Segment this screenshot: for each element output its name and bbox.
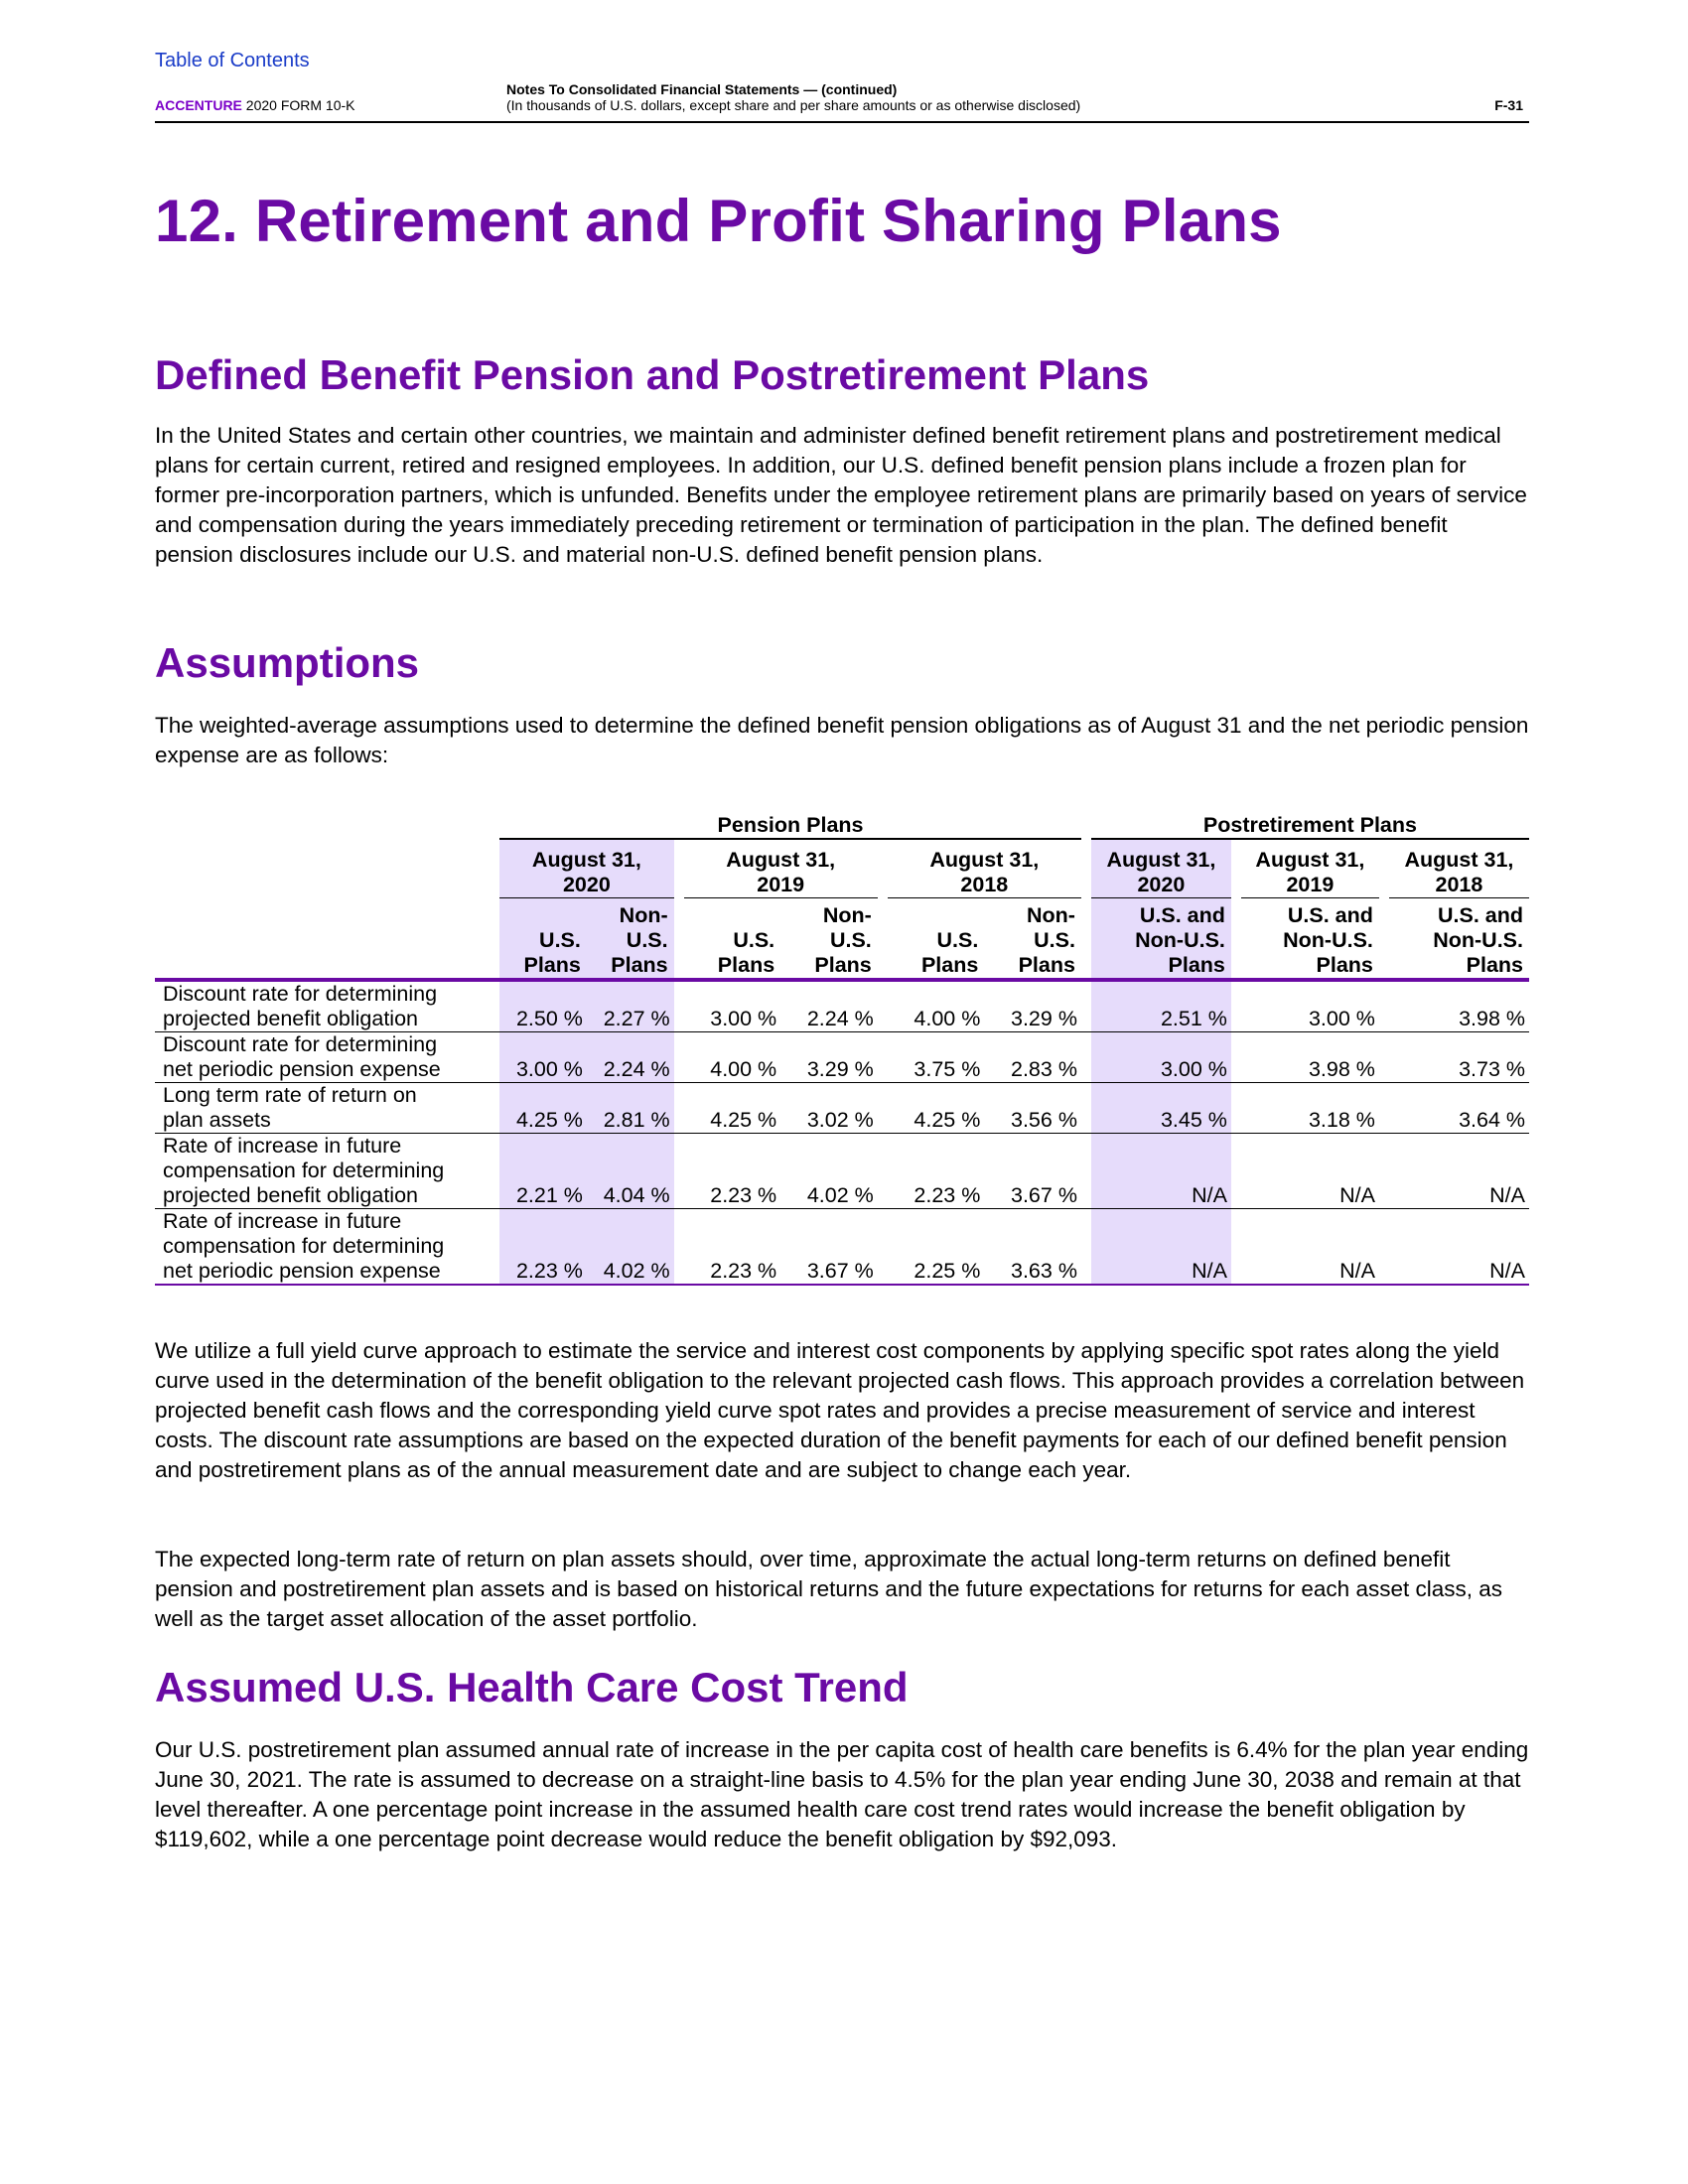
table-cell: 2.24 %: [586, 1031, 674, 1083]
table-cell: 2.23 %: [683, 1133, 781, 1209]
table-cell: 3.67 %: [780, 1208, 878, 1286]
table-cell: 2.23 %: [887, 1133, 985, 1209]
table-cell: 3.02 %: [780, 1082, 878, 1134]
page-number: F-31: [1494, 97, 1523, 113]
brand-name: ACCENTURE: [155, 97, 242, 113]
defined-benefit-heading: Defined Benefit Pension and Postretireme…: [155, 351, 1150, 398]
table-cell: 2.24 %: [780, 980, 878, 1032]
table-cell: 4.25 %: [683, 1082, 781, 1134]
table-row: Long term rate of return on plan assets 4…: [155, 1082, 1529, 1134]
date-header-row: August 31, 2020 August 31, 2019 August 31,…: [155, 839, 1529, 898]
table-cell: 3.67 %: [984, 1133, 1081, 1209]
col-us-2018: U.S. Plans: [887, 897, 985, 982]
table-cell: 3.00 %: [1090, 1031, 1231, 1083]
table-cell: 3.29 %: [984, 980, 1081, 1032]
date-header-post-2018: August 31, 2018: [1388, 839, 1529, 898]
table-cell: 2.83 %: [984, 1031, 1081, 1083]
col-post-2019: U.S. and Non-U.S. Plans: [1240, 897, 1379, 982]
table-cell: N/A: [1090, 1208, 1231, 1286]
table-row: Discount rate for determining projected b…: [155, 980, 1529, 1032]
row-label: Rate of increase in future compensation f…: [155, 1133, 491, 1209]
col-nonus-2020: Non- U.S. Plans: [586, 897, 674, 982]
health-care-text: Our U.S. postretirement plan assumed ann…: [155, 1737, 1529, 1851]
form-label: 2020 FORM 10-K: [245, 97, 355, 113]
running-header: ACCENTURE 2020 FORM 10-K Notes To Consol…: [155, 79, 1529, 123]
pension-plans-header: Pension Plans: [499, 804, 1081, 840]
yield-curve-text: We utilize a full yield curve approach t…: [155, 1338, 1525, 1482]
notes-title: Notes To Consolidated Financial Statemen…: [506, 81, 898, 97]
health-care-heading: Assumed U.S. Health Care Cost Trend: [155, 1664, 909, 1710]
table-row: Discount rate for determining net periodi…: [155, 1031, 1529, 1083]
table-cell: 2.25 %: [887, 1208, 985, 1286]
table-cell: 4.02 %: [586, 1208, 674, 1286]
table-cell: 2.23 %: [499, 1208, 587, 1286]
table-cell: 3.00 %: [499, 1031, 587, 1083]
row-label: Discount rate for determining net periodi…: [155, 1031, 491, 1083]
col-us-2019: U.S. Plans: [683, 897, 781, 982]
assumptions-intro: The weighted-average assumptions used to…: [155, 713, 1529, 767]
table-cell: 2.51 %: [1090, 980, 1231, 1032]
postretirement-plans-header: Postretirement Plans: [1090, 804, 1529, 840]
date-header-post-2020: August 31, 2020: [1090, 839, 1231, 898]
date-header-post-2019: August 31, 2019: [1240, 839, 1379, 898]
row-label: Discount rate for determining projected b…: [155, 980, 491, 1032]
col-nonus-2019: Non- U.S. Plans: [780, 897, 878, 982]
table-cell: N/A: [1388, 1133, 1529, 1209]
table-cell: 3.73 %: [1388, 1031, 1529, 1083]
table-cell: N/A: [1240, 1133, 1379, 1209]
expected-return-text: The expected long-term rate of return on…: [155, 1547, 1503, 1631]
date-header-pension-2019: August 31, 2019: [683, 839, 878, 898]
group-header-row: Pension Plans Postretirement Plans: [155, 804, 1529, 840]
col-us-2020: U.S. Plans: [499, 897, 587, 982]
table-row: Rate of increase in future compensation f…: [155, 1208, 1529, 1286]
table-cell: 3.56 %: [984, 1082, 1081, 1134]
table-cell: N/A: [1388, 1208, 1529, 1286]
col-nonus-2018: Non- U.S. Plans: [984, 897, 1081, 982]
table-row: Rate of increase in future compensation f…: [155, 1133, 1529, 1209]
table-cell: 2.81 %: [586, 1082, 674, 1134]
col-post-2020: U.S. and Non-U.S. Plans: [1090, 897, 1231, 982]
table-cell: 3.75 %: [887, 1031, 985, 1083]
table-of-contents-link[interactable]: Table of Contents: [155, 50, 310, 71]
table-cell: N/A: [1240, 1208, 1379, 1286]
header-notes: Notes To Consolidated Financial Statemen…: [506, 81, 1080, 113]
table-cell: 2.21 %: [499, 1133, 587, 1209]
page-title: 12. Retirement and Profit Sharing Plans: [155, 188, 1282, 254]
header-brand: ACCENTURE 2020 FORM 10-K: [155, 97, 355, 113]
defined-benefit-text: In the United States and certain other c…: [155, 423, 1527, 567]
assumptions-heading: Assumptions: [155, 639, 420, 686]
table-cell: 3.00 %: [683, 980, 781, 1032]
subheader-row: U.S. Plans Non- U.S. Plans U.S. Plans Non- U.…: [155, 897, 1529, 982]
table-cell: N/A: [1090, 1133, 1231, 1209]
table-cell: 4.04 %: [586, 1133, 674, 1209]
table-cell: 3.29 %: [780, 1031, 878, 1083]
table-cell: 4.25 %: [887, 1082, 985, 1134]
table-cell: 2.23 %: [683, 1208, 781, 1286]
assumptions-table: Pension Plans Postretirement Plans Augus…: [155, 804, 1529, 1286]
table-cell: 2.50 %: [499, 980, 587, 1032]
table-cell: 3.63 %: [984, 1208, 1081, 1286]
table-cell: 4.00 %: [683, 1031, 781, 1083]
table-cell: 3.98 %: [1388, 980, 1529, 1032]
row-label: Long term rate of return on plan assets: [155, 1082, 491, 1134]
table-cell: 2.27 %: [586, 980, 674, 1032]
table-cell: 4.00 %: [887, 980, 985, 1032]
table-cell: 4.25 %: [499, 1082, 587, 1134]
row-label: Rate of increase in future compensation f…: [155, 1208, 491, 1286]
table-cell: 4.02 %: [780, 1133, 878, 1209]
notes-subtitle: (In thousands of U.S. dollars, except sh…: [506, 97, 1081, 113]
table-cell: 3.98 %: [1240, 1031, 1379, 1083]
table-cell: 3.64 %: [1388, 1082, 1529, 1134]
table-cell: 3.00 %: [1240, 980, 1379, 1032]
table-cell: 3.18 %: [1240, 1082, 1379, 1134]
table-cell: 3.45 %: [1090, 1082, 1231, 1134]
col-post-2018: U.S. and Non-U.S. Plans: [1388, 897, 1529, 982]
date-header-pension-2020: August 31, 2020: [499, 839, 674, 898]
date-header-pension-2018: August 31, 2018: [887, 839, 1081, 898]
